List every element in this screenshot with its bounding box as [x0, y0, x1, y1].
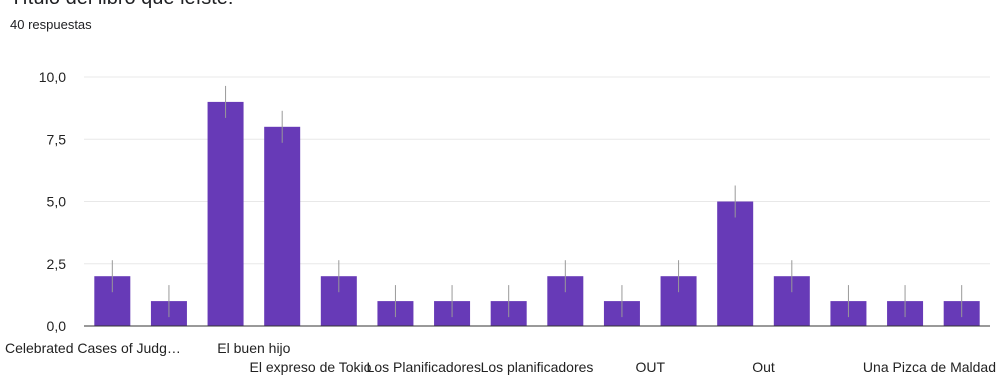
bar[interactable]: [207, 101, 244, 327]
y-tick-label: 10,0: [39, 69, 66, 85]
x-category-label: Los planificadores: [481, 359, 594, 375]
x-category-label: OUT: [635, 359, 665, 375]
y-tick-label: 5,0: [47, 194, 67, 210]
x-category-label: Una Pizca de Maldad: [863, 359, 996, 375]
x-category-label: El expreso de Tokio: [250, 359, 372, 375]
response-count: 40 respuestas: [10, 17, 92, 32]
x-category-label: Out: [752, 359, 775, 375]
y-tick-label: 0,0: [47, 318, 67, 334]
x-category-label: Celebrated Cases of Judg…: [5, 340, 181, 356]
x-category-label: El buen hijo: [217, 340, 290, 356]
y-tick-label: 7,5: [47, 131, 67, 147]
bar[interactable]: [717, 201, 754, 327]
y-tick-label: 2,5: [47, 256, 67, 272]
x-category-label: Los Planificadores: [367, 359, 481, 375]
question-title: Título del libro que leíste:: [10, 0, 233, 10]
bar[interactable]: [264, 126, 301, 326]
